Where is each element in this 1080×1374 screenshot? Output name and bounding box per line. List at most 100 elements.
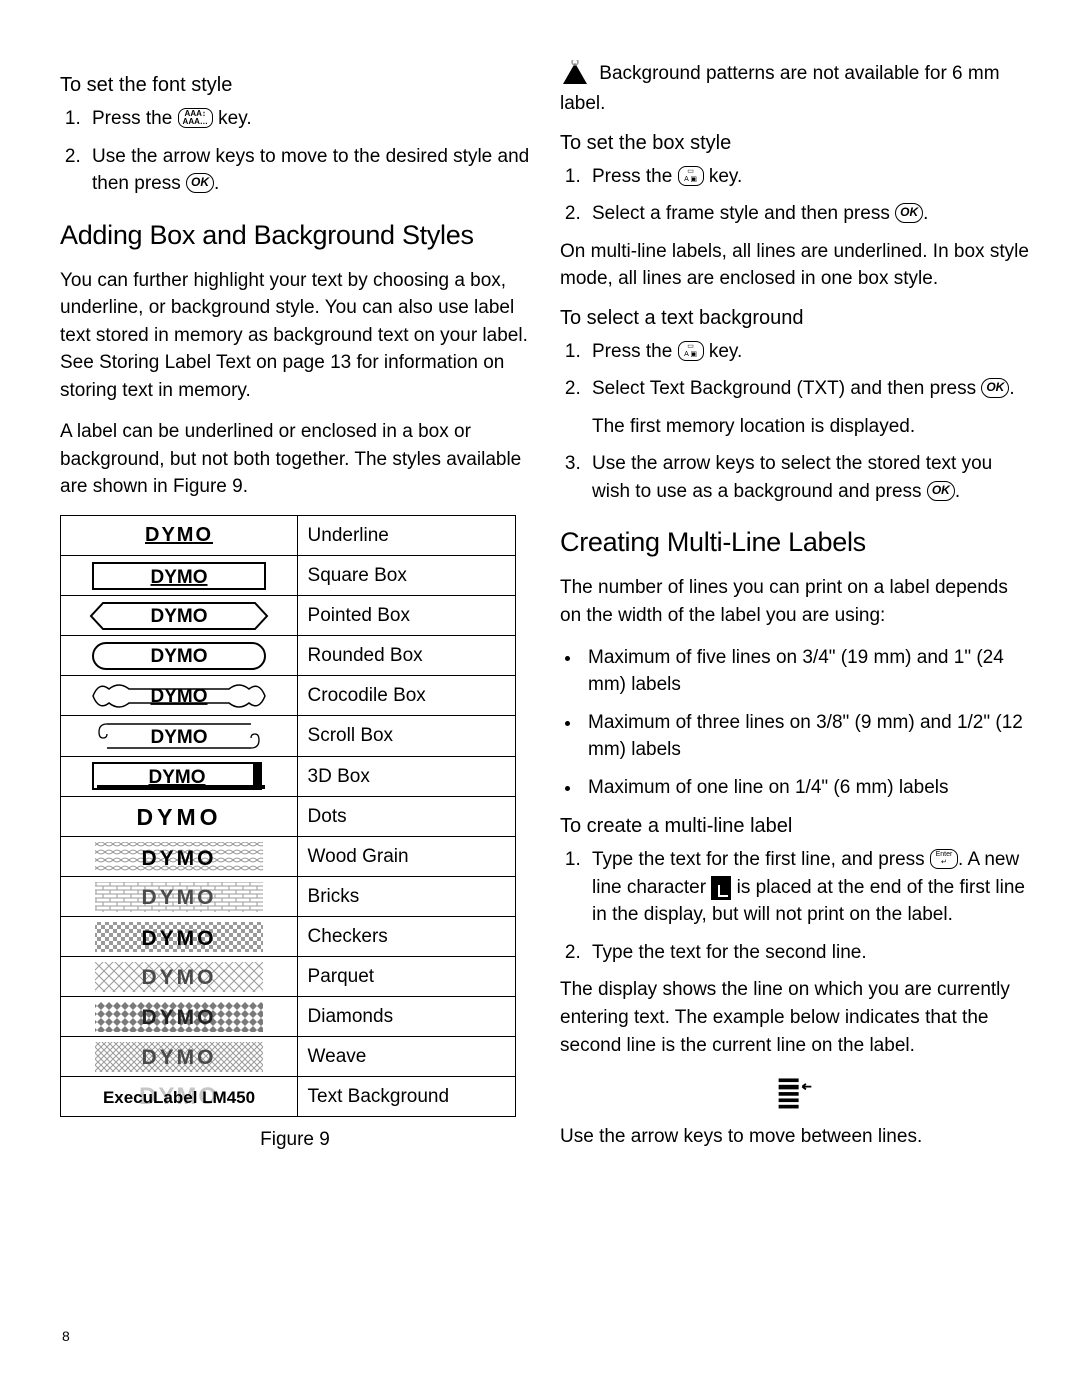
svg-text:DYMO: DYMO xyxy=(141,1006,216,1029)
style-label: Text Background xyxy=(297,1077,515,1117)
paragraph: On multi-line labels, all lines are unde… xyxy=(560,238,1030,293)
figure-caption: Figure 9 xyxy=(60,1129,530,1151)
sample-pointed-box: DYMO xyxy=(61,596,298,636)
ok-key-icon: OK xyxy=(186,173,214,193)
sample-diamonds: DYMO xyxy=(61,997,298,1037)
svg-text:DYMO: DYMO xyxy=(141,847,216,870)
style-label: Underline xyxy=(297,516,515,556)
step-note: The first memory location is displayed. xyxy=(592,413,1030,441)
text-fragment: . xyxy=(955,481,960,502)
font-key-icon: AAA↕AAA… xyxy=(178,108,213,128)
paragraph: A label can be underlined or enclosed in… xyxy=(60,418,530,501)
paragraph: You can further highlight your text by c… xyxy=(60,267,530,405)
sample-square-box: DYMO xyxy=(61,556,298,596)
table-row: DYMO Diamonds xyxy=(61,997,516,1037)
table-row: DYMO Scroll Box xyxy=(61,716,516,757)
style-label: Square Box xyxy=(297,556,515,596)
style-label: Parquet xyxy=(297,957,515,997)
table-row: DYMO Rounded Box xyxy=(61,636,516,676)
table-row: DYMO 3D Box xyxy=(61,757,516,797)
table-row: DYMO Underline xyxy=(61,516,516,556)
enter-key-icon: Enter↵ xyxy=(930,849,958,869)
style-label: Diamonds xyxy=(297,997,515,1037)
subhead-text-background: To select a text background xyxy=(560,307,1030,330)
style-label: Crocodile Box xyxy=(297,676,515,716)
sample-dots: DYMO xyxy=(61,797,298,837)
sample-underline: DYMO xyxy=(61,516,298,556)
step: Select a frame style and then press OK. xyxy=(586,200,1030,228)
style-label: Weave xyxy=(297,1037,515,1077)
sample-text-background: DYMO ExecuLabel LM450 xyxy=(61,1077,298,1117)
table-row: DYMO Bricks xyxy=(61,877,516,917)
page-number: 8 xyxy=(62,1328,70,1344)
svg-text:DYMO: DYMO xyxy=(150,567,207,588)
step: Press the ▭A ▣ key. xyxy=(586,338,1030,366)
svg-text:DYMO: DYMO xyxy=(150,727,207,748)
text-fragment: . xyxy=(214,173,219,194)
svg-text:ExecuLabel LM450: ExecuLabel LM450 xyxy=(103,1088,255,1107)
paragraph: Use the arrow keys to move between lines… xyxy=(560,1123,1030,1151)
paragraph: The number of lines you can print on a l… xyxy=(560,574,1030,629)
text-fragment: . xyxy=(923,203,928,224)
text-fragment: key. xyxy=(218,108,251,129)
text-fragment: key. xyxy=(709,166,742,187)
table-row: DYMO Weave xyxy=(61,1037,516,1077)
style-label: Rounded Box xyxy=(297,636,515,676)
text-fragment: Select a frame style and then press xyxy=(592,203,895,224)
bullet: Maximum of one line on 1/4" (6 mm) label… xyxy=(582,774,1030,802)
style-label: Checkers xyxy=(297,917,515,957)
svg-text:DYMO: DYMO xyxy=(150,606,207,627)
step: Type the text for the second line. xyxy=(586,939,1030,967)
svg-text:DYMO: DYMO xyxy=(150,646,207,667)
subhead-create-multiline: To create a multi-line label xyxy=(560,815,1030,838)
note-paragraph: Background patterns are not available fo… xyxy=(560,60,1030,118)
line-indicator-icon xyxy=(775,1073,815,1113)
paragraph: The display shows the line on which you … xyxy=(560,976,1030,1059)
table-row: DYMO Dots xyxy=(61,797,516,837)
step: Use the arrow keys to select the stored … xyxy=(586,450,1030,505)
box-key-icon: ▭A ▣ xyxy=(678,166,704,186)
svg-text:DYMO: DYMO xyxy=(141,966,216,989)
subhead-font-style: To set the font style xyxy=(60,74,530,97)
sample-weave: DYMO xyxy=(61,1037,298,1077)
text-fragment: Press the xyxy=(92,108,178,129)
styles-table: DYMO Underline DYMO Square Box DYMO Poin… xyxy=(60,515,516,1117)
table-row: DYMO Pointed Box xyxy=(61,596,516,636)
newline-icon xyxy=(711,876,731,900)
svg-text:DYMO: DYMO xyxy=(148,767,205,788)
step: Select Text Background (TXT) and then pr… xyxy=(586,375,1030,440)
sample-parquet: DYMO xyxy=(61,957,298,997)
style-label: Wood Grain xyxy=(297,837,515,877)
svg-text:DYMO: DYMO xyxy=(150,686,207,707)
style-label: Dots xyxy=(297,797,515,837)
sample-scroll-box: DYMO xyxy=(61,716,298,757)
sample-bricks: DYMO xyxy=(61,877,298,917)
table-row: DYMO Crocodile Box xyxy=(61,676,516,716)
text-fragment: key. xyxy=(709,341,742,362)
style-label: Scroll Box xyxy=(297,716,515,757)
text-fragment: Press the xyxy=(592,166,678,187)
subhead-box-style: To set the box style xyxy=(560,132,1030,155)
ok-key-icon: OK xyxy=(981,378,1009,398)
ok-key-icon: OK xyxy=(927,481,955,501)
sample-3d-box: DYMO xyxy=(61,757,298,797)
text-fragment: Background patterns are not available fo… xyxy=(560,63,1000,114)
text-fragment: Select Text Background (TXT) and then pr… xyxy=(592,378,981,399)
table-row: DYMO Wood Grain xyxy=(61,837,516,877)
sample-rounded-box: DYMO xyxy=(61,636,298,676)
step: Type the text for the first line, and pr… xyxy=(586,846,1030,929)
svg-text:DYMO: DYMO xyxy=(136,804,221,830)
step: Press the ▭A ▣ key. xyxy=(586,163,1030,191)
section-heading-multiline: Creating Multi-Line Labels xyxy=(560,527,1030,558)
svg-text:DYMO: DYMO xyxy=(141,1046,216,1069)
style-label: Bricks xyxy=(297,877,515,917)
svg-text:DYMO: DYMO xyxy=(141,886,216,909)
text-fragment: Press the xyxy=(592,341,678,362)
table-row: DYMO Parquet xyxy=(61,957,516,997)
box-key-icon: ▭A ▣ xyxy=(678,341,704,361)
step-press-font-key: Press the AAA↕AAA… key. xyxy=(86,105,530,133)
step-arrow-to-style: Use the arrow keys to move to the desire… xyxy=(86,143,530,198)
ok-key-icon: OK xyxy=(895,203,923,223)
svg-text:DYMO: DYMO xyxy=(145,524,213,546)
text-fragment: Use the arrow keys to move to the desire… xyxy=(92,146,529,195)
